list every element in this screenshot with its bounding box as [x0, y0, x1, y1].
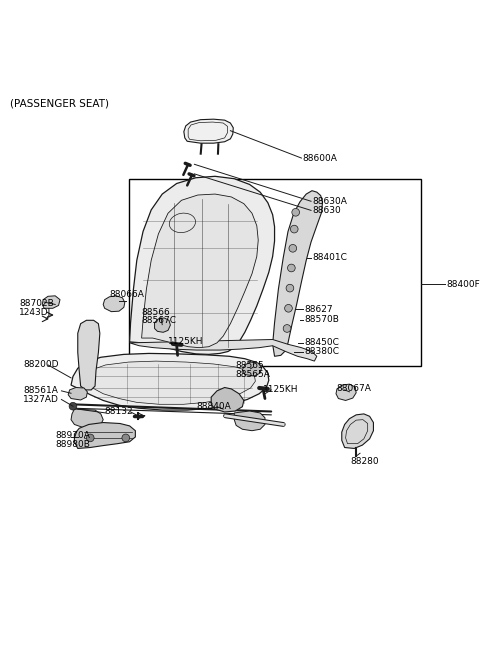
Circle shape: [289, 244, 297, 252]
Text: 88200D: 88200D: [23, 360, 59, 369]
Text: 88066A: 88066A: [109, 290, 144, 299]
Polygon shape: [184, 119, 233, 143]
Polygon shape: [71, 409, 103, 427]
Text: 88565: 88565: [235, 362, 264, 370]
Polygon shape: [84, 361, 255, 404]
Circle shape: [285, 305, 292, 312]
Circle shape: [86, 434, 94, 441]
Text: 88567C: 88567C: [142, 316, 177, 326]
Polygon shape: [42, 296, 60, 309]
Text: (PASSENGER SEAT): (PASSENGER SEAT): [10, 98, 108, 108]
Polygon shape: [211, 388, 244, 412]
Circle shape: [122, 434, 130, 441]
Polygon shape: [103, 296, 125, 312]
Text: 88702B: 88702B: [19, 299, 54, 308]
Polygon shape: [234, 411, 265, 431]
Circle shape: [283, 325, 291, 332]
Circle shape: [69, 402, 77, 410]
Polygon shape: [273, 191, 323, 356]
Polygon shape: [130, 176, 275, 354]
Text: 88600A: 88600A: [302, 153, 337, 162]
Polygon shape: [342, 414, 373, 449]
Text: 88627: 88627: [304, 305, 333, 314]
Polygon shape: [71, 354, 269, 410]
Text: 88450C: 88450C: [304, 339, 339, 347]
Text: 1125KH: 1125KH: [168, 337, 204, 346]
Text: 88566: 88566: [142, 308, 170, 316]
Polygon shape: [242, 362, 262, 376]
Text: 88840A: 88840A: [197, 402, 231, 411]
Text: 88970A: 88970A: [55, 432, 90, 440]
Polygon shape: [74, 422, 135, 449]
Text: 88630: 88630: [312, 206, 341, 215]
Text: 88570B: 88570B: [304, 315, 339, 324]
Text: 88380C: 88380C: [304, 347, 339, 356]
Polygon shape: [142, 194, 258, 348]
Polygon shape: [336, 384, 356, 400]
Polygon shape: [155, 318, 170, 332]
Polygon shape: [68, 388, 87, 400]
Bar: [129, 179, 421, 366]
Text: 1125KH: 1125KH: [263, 385, 299, 394]
Text: 1327AD: 1327AD: [23, 395, 59, 404]
Circle shape: [292, 208, 300, 216]
Polygon shape: [130, 339, 317, 361]
Text: 1243DJ: 1243DJ: [19, 308, 51, 316]
Text: 88561A: 88561A: [23, 386, 58, 396]
Polygon shape: [78, 320, 100, 390]
Text: 88980B: 88980B: [55, 440, 90, 449]
Text: 88630A: 88630A: [312, 196, 347, 206]
Text: 88132: 88132: [105, 407, 133, 416]
Circle shape: [286, 284, 294, 292]
Text: 88400F: 88400F: [446, 280, 480, 289]
Text: 88280: 88280: [350, 457, 379, 466]
Circle shape: [290, 225, 298, 233]
Text: 88067A: 88067A: [336, 384, 371, 394]
Text: 88401C: 88401C: [312, 253, 347, 263]
Circle shape: [288, 264, 295, 272]
Text: 88565A: 88565A: [235, 370, 270, 379]
